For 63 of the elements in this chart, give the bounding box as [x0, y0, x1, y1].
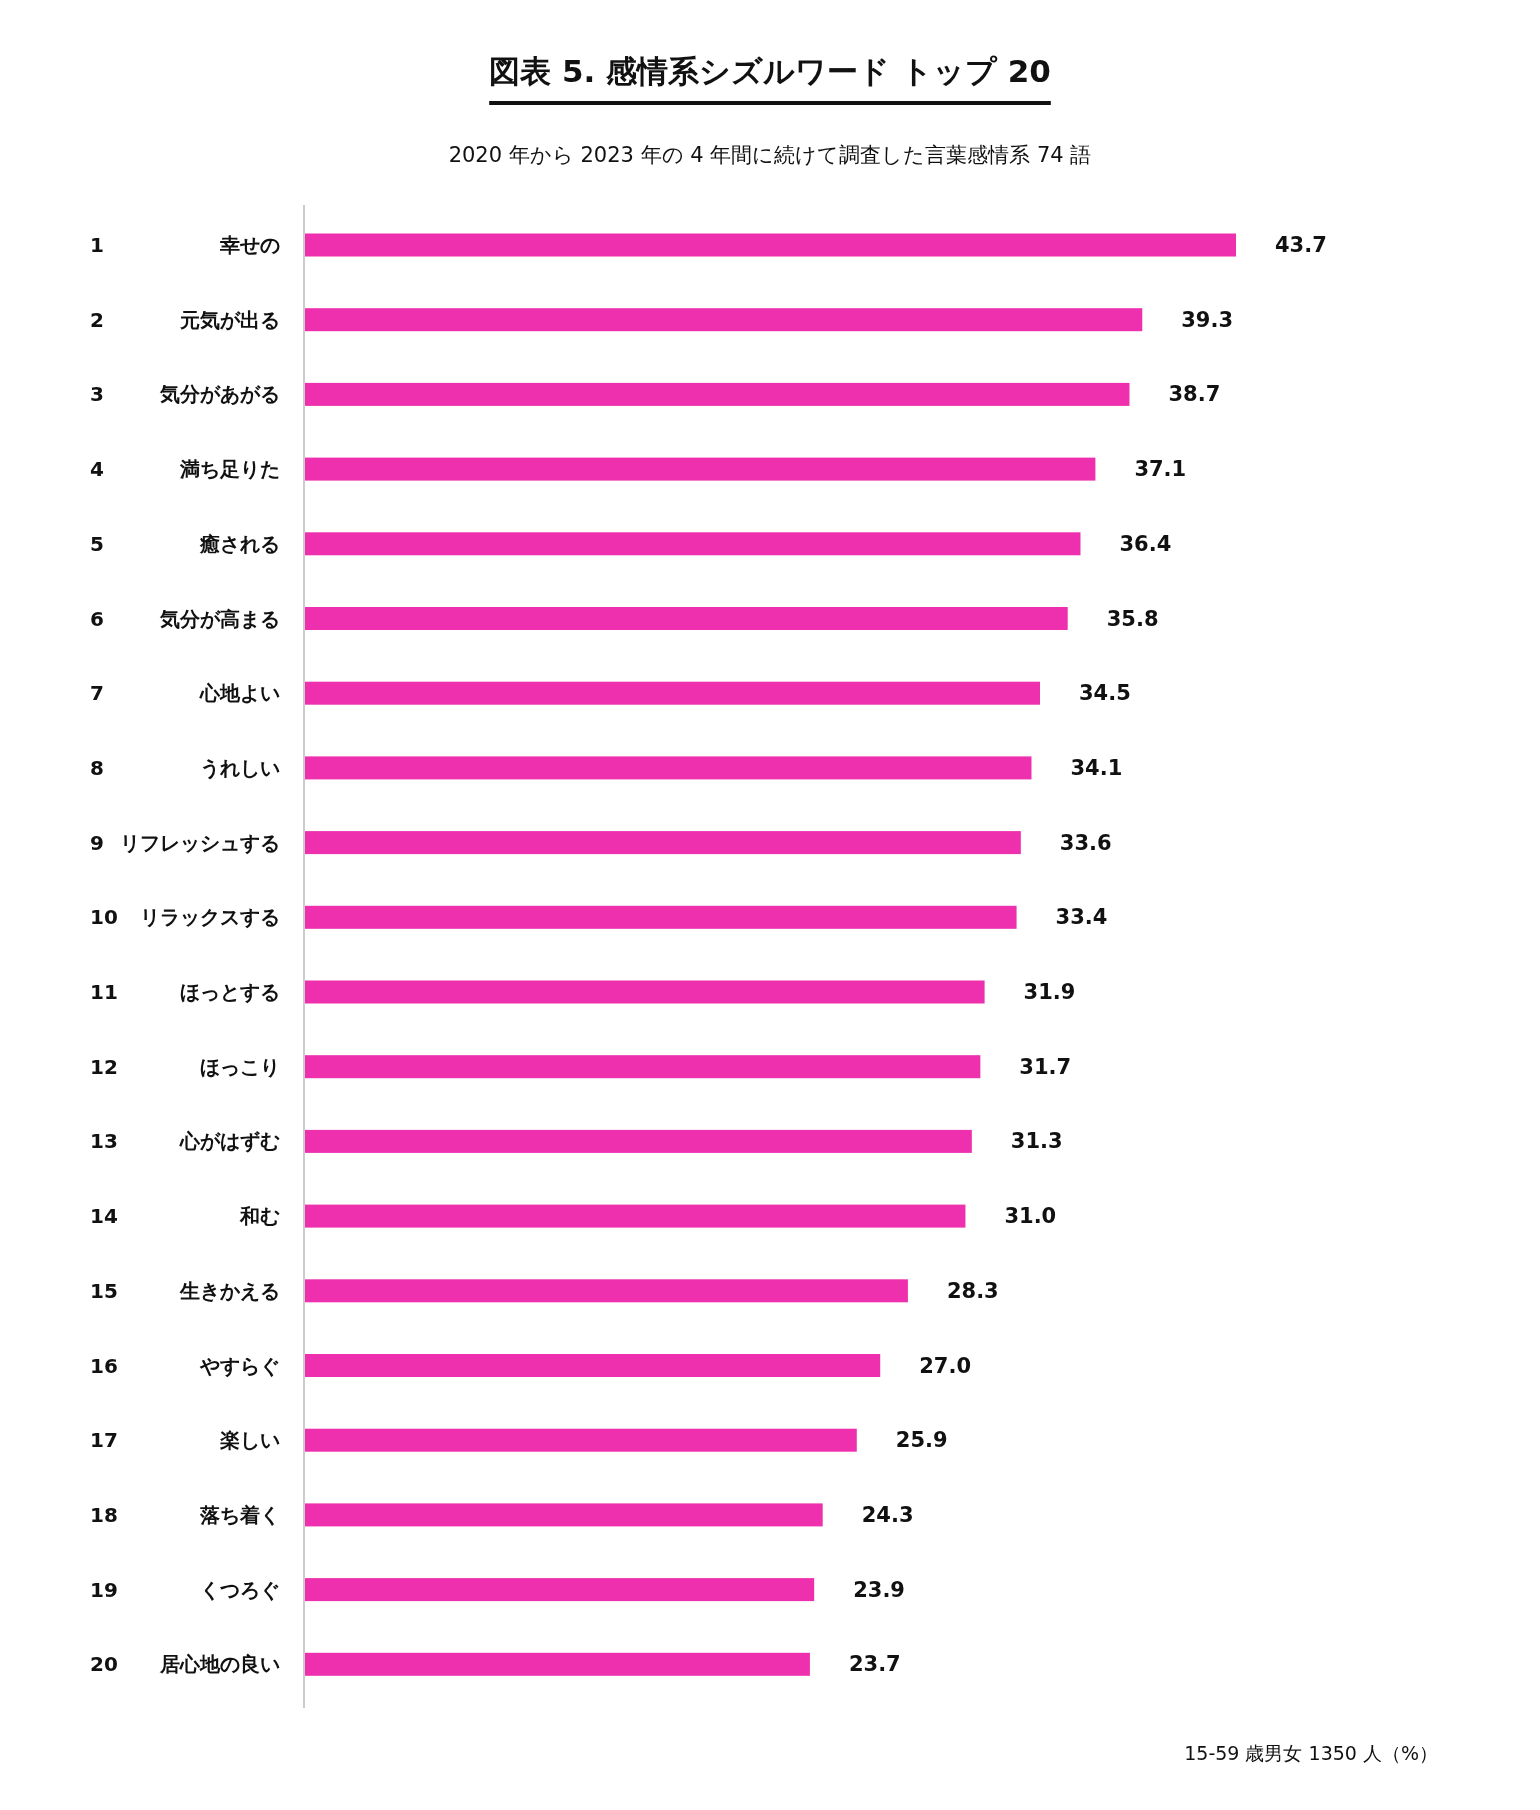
category-label: 1 幸せの — [90, 233, 280, 257]
category-label: 17 楽しい — [90, 1428, 280, 1453]
data-label: 28.3 — [946, 1278, 999, 1303]
data-label: 33.4 — [1055, 905, 1108, 930]
category-label: 19 くつろぐ — [90, 1577, 280, 1602]
bar — [305, 831, 1021, 855]
bar — [305, 980, 985, 1004]
bar — [305, 1428, 857, 1452]
category-label: 15 生きかえる — [90, 1278, 280, 1303]
category-label: 14 和む — [90, 1204, 280, 1229]
category-label: 7 心地よい — [90, 681, 280, 706]
bar — [305, 1204, 966, 1228]
bar — [305, 1055, 981, 1079]
bar — [305, 308, 1143, 332]
bar — [305, 1129, 972, 1153]
bar — [305, 1279, 908, 1303]
data-label: 31.7 — [1019, 1054, 1072, 1079]
category-label: 12 ほっこり — [90, 1054, 280, 1079]
data-label: 36.4 — [1119, 531, 1172, 556]
data-label: 34.1 — [1070, 755, 1123, 780]
chart-title: 図表 5. 感情系シズルワード トップ 20 — [489, 53, 1051, 89]
data-label: 35.8 — [1106, 606, 1159, 631]
bar — [305, 681, 1040, 705]
data-label: 25.9 — [895, 1428, 948, 1453]
category-label: 3 気分があがる — [90, 382, 280, 407]
data-label: 23.9 — [853, 1577, 905, 1602]
bar — [305, 607, 1068, 630]
category-label: 5 癒される — [90, 531, 280, 556]
data-label: 24.3 — [861, 1502, 914, 1527]
bar — [305, 1354, 881, 1377]
bar — [305, 756, 1032, 780]
data-label: 23.7 — [848, 1652, 901, 1677]
category-label: 20 居心地の良い — [90, 1652, 280, 1677]
bar — [305, 382, 1130, 406]
bar — [305, 233, 1236, 257]
category-label: 16 やすらぐ — [90, 1353, 280, 1378]
category-label: 11 ほっとする — [90, 980, 280, 1004]
text: 15-59 歳男女 1350 人（%） — [1184, 1742, 1438, 1764]
bar — [305, 905, 1017, 929]
bar — [305, 1503, 823, 1527]
category-label: 13 心がはずむ — [90, 1129, 280, 1154]
data-label: 39.3 — [1181, 307, 1234, 332]
category-label: 18 落ち着く — [90, 1502, 280, 1527]
data-label: 33.6 — [1059, 830, 1112, 855]
data-label: 37.1 — [1134, 457, 1187, 482]
bar — [305, 1652, 810, 1676]
y-tick-label: 9 リフレッシュする — [90, 830, 280, 855]
category-label: 6 気分が高まる — [90, 606, 280, 631]
data-label: 31.9 — [1023, 980, 1076, 1004]
bar — [305, 457, 1096, 481]
data-label: 43.7 — [1275, 233, 1327, 257]
category-label: 4 満ち足りた — [90, 457, 280, 482]
y-tick-label: 10 リラックスする — [90, 905, 280, 930]
data-label: 34.5 — [1079, 681, 1131, 706]
bar — [305, 532, 1081, 556]
bar — [305, 1578, 815, 1602]
data-label: 31.3 — [1010, 1129, 1063, 1154]
data-label: 38.7 — [1168, 382, 1221, 407]
data-label: 31.0 — [1004, 1204, 1057, 1229]
category-label: 2 元気が出る — [90, 307, 280, 332]
data-label: 27.0 — [919, 1353, 972, 1378]
category-label: 8 うれしい — [90, 755, 280, 780]
chart-subtitle: 2020 年から 2023 年の 4 年間に続けて調査した言葉感情系 74 語 — [448, 143, 1092, 167]
